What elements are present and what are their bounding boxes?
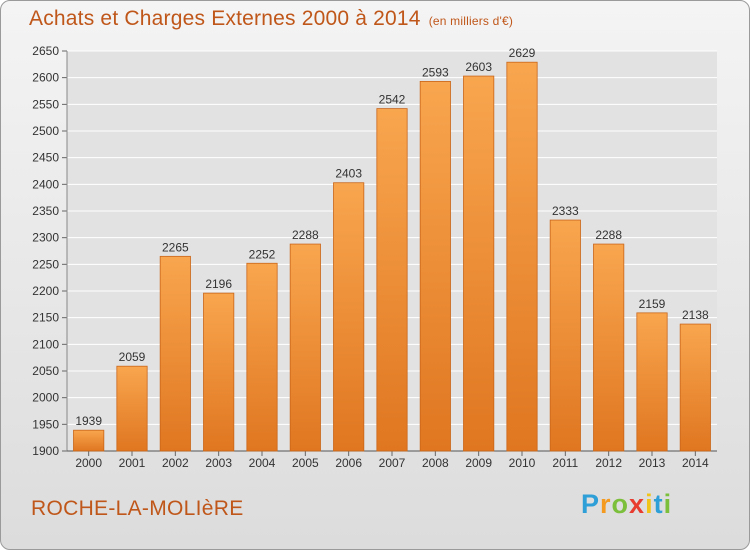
bar-2013 xyxy=(636,312,668,452)
logo-letter: i xyxy=(645,489,654,519)
commune-name: ROCHE-LA-MOLIèRE xyxy=(31,497,244,520)
bar-2012 xyxy=(593,243,625,452)
y-tick-label: 2500 xyxy=(32,124,59,138)
y-tick-label: 1900 xyxy=(32,444,59,458)
bar-2014 xyxy=(679,323,711,452)
value-label-2008: 2593 xyxy=(422,65,449,79)
x-tick-label-2014: 2014 xyxy=(682,456,709,470)
value-label-2007: 2542 xyxy=(379,93,406,107)
x-tick-label-2006: 2006 xyxy=(335,456,362,470)
bar-2008 xyxy=(419,81,451,452)
value-label-2010: 2629 xyxy=(509,46,536,60)
x-tick-label-2011: 2011 xyxy=(552,456,578,470)
value-label-2011: 2333 xyxy=(552,204,579,218)
x-tick-label-2005: 2005 xyxy=(292,456,319,470)
y-tick-label: 2150 xyxy=(32,311,59,325)
value-label-2009: 2603 xyxy=(465,60,492,74)
y-tick-label: 2000 xyxy=(32,391,59,405)
bar-2009 xyxy=(463,75,495,452)
y-tick-label: 2350 xyxy=(32,204,59,218)
value-labels: 1939 2059 2265 2196 2252 2288 2403 2542 2593 2603… xyxy=(75,46,709,428)
bar-2010 xyxy=(506,61,538,452)
value-label-2001: 2059 xyxy=(119,350,146,364)
x-tick-label-2000: 2000 xyxy=(75,456,102,470)
y-tick-label: 1950 xyxy=(32,417,59,431)
bar-2004 xyxy=(246,262,278,452)
logo-letter: P xyxy=(581,489,601,519)
chart-title-text: Achats et Charges Externes 2000 à 2014 xyxy=(29,7,421,30)
value-label-2003: 2196 xyxy=(205,277,232,291)
y-tick-label: 2400 xyxy=(32,177,59,191)
bar-2001 xyxy=(116,365,148,452)
value-label-2002: 2265 xyxy=(162,240,189,254)
logo-letter: i xyxy=(663,489,673,519)
y-tick-label: 2550 xyxy=(32,97,59,111)
logo-letter: o xyxy=(611,489,630,519)
y-tick-label: 2300 xyxy=(32,231,59,245)
bar-2000 xyxy=(73,429,105,452)
logo-letter: x xyxy=(629,489,646,519)
value-label-2006: 2403 xyxy=(335,167,362,181)
bars xyxy=(73,61,711,452)
bar-2006 xyxy=(333,182,365,452)
y-tick-label: 2050 xyxy=(32,364,59,378)
y-tick-label: 2650 xyxy=(32,44,59,58)
x-tick-label-2003: 2003 xyxy=(205,456,232,470)
x-tick-label-2008: 2008 xyxy=(422,456,449,470)
x-tick-label-2004: 2004 xyxy=(249,456,276,470)
value-label-2012: 2288 xyxy=(595,228,622,242)
value-label-2000: 1939 xyxy=(75,414,102,428)
y-tick-label: 2250 xyxy=(32,257,59,271)
chart-title: Achats et Charges Externes 2000 à 2014 (e… xyxy=(29,7,513,31)
x-tick-label-2013: 2013 xyxy=(639,456,666,470)
bar-2011 xyxy=(549,219,581,452)
x-tick-label-2009: 2009 xyxy=(465,456,492,470)
x-tick-label-2012: 2012 xyxy=(595,456,622,470)
logo-letter: t xyxy=(653,489,664,519)
value-label-2014: 2138 xyxy=(682,308,709,322)
bar-2003 xyxy=(203,292,235,452)
bar-2002 xyxy=(159,255,191,452)
x-tick-label-2007: 2007 xyxy=(379,456,406,470)
value-label-2004: 2252 xyxy=(249,247,276,261)
bar-2007 xyxy=(376,108,408,452)
y-axis: 1900 1950 2000 2050 2100 2150 2200 2250 2300 2350… xyxy=(32,44,68,458)
x-tick-label-2002: 2002 xyxy=(162,456,189,470)
x-axis: 2000 2001 2002 2003 2004 2005 2006 2007 2008 2009… xyxy=(67,450,717,470)
bar-2005 xyxy=(289,243,321,452)
chart-unit: (en milliers d'€) xyxy=(428,14,514,28)
y-tick-label: 2600 xyxy=(32,71,59,85)
x-tick-label-2010: 2010 xyxy=(509,456,536,470)
x-tick-label-2001: 2001 xyxy=(119,456,146,470)
proxiti-logo: Proxiti xyxy=(581,489,672,520)
value-label-2013: 2159 xyxy=(639,297,666,311)
y-tick-label: 2100 xyxy=(32,337,59,351)
y-tick-label: 2450 xyxy=(32,151,59,165)
logo-letter: r xyxy=(600,489,612,519)
y-tick-label: 2200 xyxy=(32,284,59,298)
value-label-2005: 2288 xyxy=(292,228,319,242)
